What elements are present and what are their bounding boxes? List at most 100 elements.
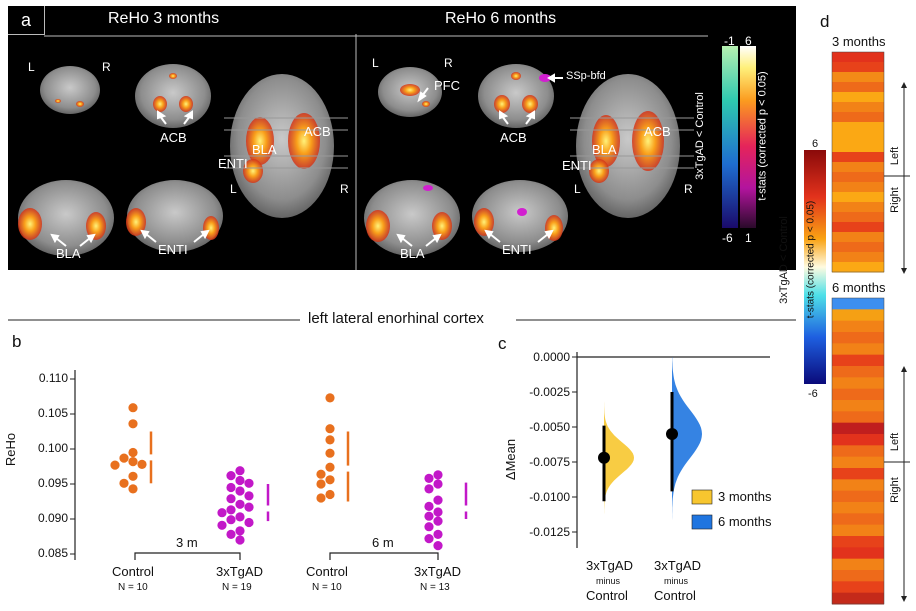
panel-b-ytick: 0.110 (38, 371, 68, 385)
mean-difference-point (598, 451, 610, 464)
heatmap-3m-right: Right (888, 187, 901, 213)
panel-d-letter: d (820, 12, 830, 31)
panel-c-ytick: 0.0000 (533, 350, 570, 364)
xlabel-control-6m: Control (306, 564, 348, 579)
section-title: left lateral enorhinal cortex (308, 310, 484, 327)
heatmap-cell (832, 366, 884, 378)
colorbar-a-bottom-right: 1 (745, 231, 752, 245)
n-control-6m: N = 10 (312, 582, 342, 593)
data-point (325, 424, 335, 434)
data-point (110, 460, 120, 470)
colorbar-negative (722, 46, 738, 228)
data-point (235, 466, 245, 476)
panel-c-ytick: -0.0050 (529, 420, 570, 434)
heatmap-cell (832, 132, 884, 143)
data-point (433, 529, 443, 540)
panel-a-letter: a (8, 6, 45, 35)
panel-c-ytick: -0.0100 (529, 490, 570, 504)
heatmap-cell (832, 354, 884, 367)
data-point (217, 520, 227, 530)
heatmap-cell (832, 388, 884, 401)
data-point (128, 419, 138, 429)
label-enti: ENTI (158, 242, 188, 257)
data-point (433, 470, 443, 480)
heatmap-cell (832, 332, 884, 344)
heatmap-cell (832, 62, 884, 73)
label-bla: BLA (56, 246, 81, 261)
section-rule (8, 319, 796, 321)
data-point (226, 505, 236, 515)
data-point (316, 469, 326, 479)
panel-c-ytick: -0.0025 (529, 385, 570, 399)
panel-c-ytick: -0.0075 (529, 455, 570, 469)
data-point (226, 471, 236, 481)
data-point (226, 494, 236, 504)
heatmap-cell (832, 400, 884, 412)
xlabel-c-3m-mid: minus (596, 576, 621, 586)
n-tgad-3m: N = 19 (222, 582, 252, 593)
label-enti: ENTI (562, 158, 592, 173)
data-point (235, 535, 245, 545)
legend-swatch-3m (691, 489, 713, 505)
data-point (235, 526, 245, 536)
data-point (217, 508, 227, 518)
heatmap-cell (832, 581, 884, 594)
group-bracket-6m (329, 552, 439, 560)
xlabel-c-3m-bottom: Control (586, 588, 628, 603)
heatmap-cell (832, 52, 884, 63)
heatmap-cell (832, 182, 884, 193)
heatmap-cell (832, 122, 884, 133)
panel-c-ytick: -0.0125 (529, 525, 570, 539)
label-acb: ACB (644, 124, 671, 139)
data-point (235, 475, 245, 486)
brain-slice (472, 180, 568, 252)
orient-right: R (444, 56, 453, 70)
label-enti: ENTI (218, 156, 248, 171)
heatmap-cell (832, 172, 884, 183)
colorbar-a-top-left: -1 (724, 34, 735, 48)
data-point (433, 479, 443, 489)
data-point (226, 482, 236, 493)
data-point (433, 516, 443, 526)
xlabel-c-6m-mid: minus (664, 576, 689, 586)
heatmap-cell (832, 92, 884, 103)
xlabel-c-6m-top: 3xTgAD (654, 558, 701, 573)
group-label-3m: 3 m (176, 535, 198, 550)
label-enti: ENTI (502, 242, 532, 257)
orient-left: L (230, 182, 237, 196)
heatmap-6m-right: Right (888, 477, 901, 503)
heatmap-cell (832, 232, 884, 243)
data-point (128, 403, 138, 413)
xlabel-tgad-3m: 3xTgAD (216, 564, 263, 579)
data-point (128, 447, 138, 458)
title-reho-6-months: ReHo 6 months (445, 10, 557, 27)
data-point (325, 435, 335, 445)
data-point (235, 512, 245, 522)
brain-slice (127, 180, 223, 252)
data-point (137, 459, 147, 469)
data-point (244, 517, 254, 528)
data-point (235, 499, 245, 509)
colorbar-a-top-right: 6 (745, 34, 752, 48)
data-point (424, 511, 434, 521)
label-bla: BLA (592, 142, 617, 157)
label-pfc: PFC (434, 78, 460, 93)
heatmap-cell (832, 192, 884, 203)
data-point (433, 541, 443, 551)
label-ssp-bfd: SSp-bfd (566, 70, 606, 82)
panel-c-letter: c (498, 334, 507, 353)
mean-difference-point (666, 428, 678, 440)
brain-maps-graphic (18, 34, 756, 270)
group-bracket-3m (134, 552, 241, 560)
heatmap-cell (832, 202, 884, 213)
xlabel-control-3m: Control (112, 564, 154, 579)
brain-slice (40, 66, 100, 114)
heatmap-cell (832, 320, 884, 333)
heatmap-cell (832, 422, 884, 435)
heatmap-cell (832, 456, 884, 469)
heatmap-title-3m: 3 months (832, 34, 886, 49)
data-point (325, 448, 335, 458)
heatmap-title-6m: 6 months (832, 280, 886, 295)
